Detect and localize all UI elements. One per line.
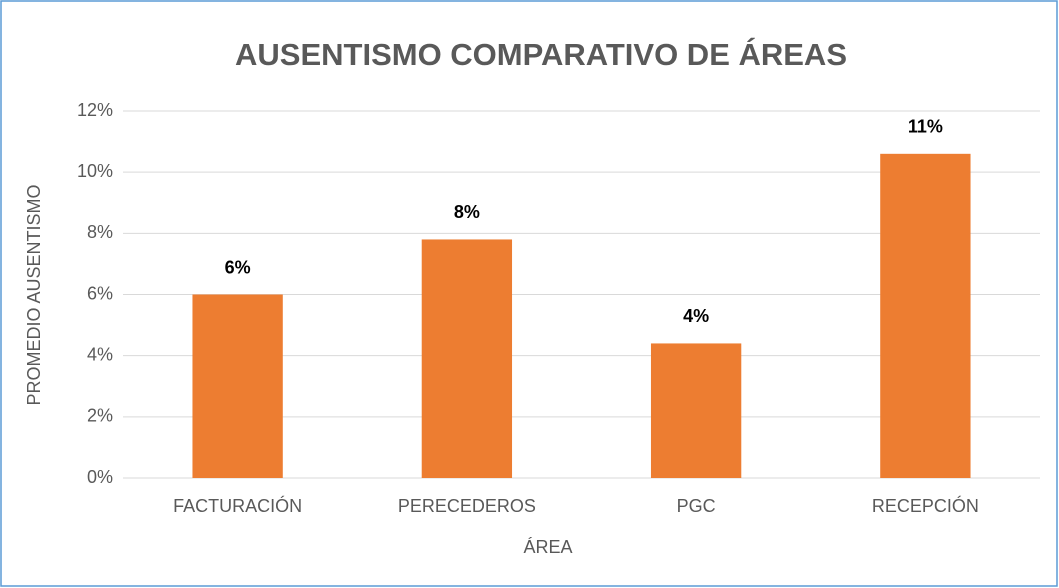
y-tick-label: 8% [87,222,113,242]
data-label: 8% [454,202,480,222]
y-axis-title: PROMEDIO AUSENTISMO [24,184,44,405]
y-tick-label: 10% [77,161,113,181]
bar [192,294,283,478]
data-label: 6% [225,257,251,277]
data-label: 4% [683,306,709,326]
x-tick-label: PGC [677,496,716,516]
chart-title: AUSENTISMO COMPARATIVO DE ÁREAS [235,37,847,72]
bar [421,239,513,478]
bar [880,153,971,479]
x-axis-title: ÁREA [523,537,572,557]
y-tick-label: 2% [87,406,113,426]
x-tick-label: RECEPCIÓN [872,495,979,516]
y-tick-label: 0% [87,467,113,487]
x-tick-label: PERECEDEROS [398,496,536,516]
y-tick-label: 4% [87,344,113,364]
y-tick-label: 6% [87,283,113,303]
y-tick-label: 12% [77,100,113,120]
bar [650,343,742,478]
x-tick-label: FACTURACIÓN [173,495,302,516]
data-label: 11% [908,117,943,137]
